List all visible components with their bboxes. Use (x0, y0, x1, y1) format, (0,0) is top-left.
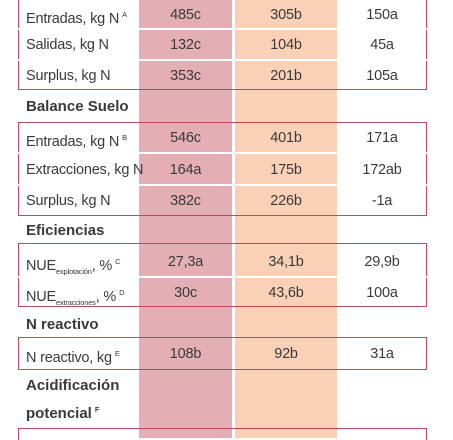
section-title: potencial F (26, 405, 100, 422)
value-cell-c: 45a (370, 37, 394, 53)
row-label: N reactivo, kg E (26, 349, 120, 366)
column-b-shading (235, 0, 337, 438)
acidificacion-box (18, 428, 427, 440)
value-cell-a: 164a (169, 162, 202, 178)
row-divider (18, 276, 427, 278)
balance-suelo-box (18, 122, 427, 216)
value-cell-a: 485c (170, 7, 201, 23)
value-cell-b: 43,6b (268, 285, 304, 301)
value-cell-c: 105a (366, 68, 398, 84)
section-title: Acidificación (26, 377, 120, 394)
section-title: Eficiencias (26, 222, 105, 239)
row-label: NUEexplotación, % C (26, 257, 121, 276)
row-divider (18, 59, 427, 61)
section-title: N reactivo (26, 316, 99, 333)
row-divider (18, 152, 427, 154)
value-cell-b: 34,1b (268, 254, 304, 270)
value-cell-a: 546c (170, 130, 201, 146)
value-cell-c: 100a (366, 285, 398, 301)
value-cell-b: 226b (270, 193, 302, 209)
row-label: NUEextracciones, % D (26, 288, 125, 307)
value-cell-b: 104b (270, 37, 302, 53)
value-cell-c: 150a (366, 7, 398, 23)
value-cell-a: 132c (170, 37, 201, 53)
value-cell-c: -1a (371, 193, 393, 209)
value-cell-a: 30c (174, 285, 197, 301)
value-cell-b: 175b (270, 162, 302, 178)
row-divider (18, 28, 427, 30)
value-cell-b: 401b (270, 130, 302, 146)
value-cell-a: 27,3a (167, 254, 204, 270)
value-cell-a: 353c (170, 68, 201, 84)
value-cell-b: 92b (274, 346, 298, 362)
value-cell-c: 29,9b (364, 254, 400, 270)
value-cell-c: 31a (370, 346, 394, 362)
eficiencias-box (18, 243, 427, 307)
column-a-shading (139, 0, 232, 438)
value-cell-b: 305b (270, 7, 302, 23)
row-label: Extracciones, kg N (26, 162, 144, 178)
group-top-box (18, 0, 427, 90)
value-cell-c: 171a (366, 130, 398, 146)
row-label: Surplus, kg N (26, 68, 111, 84)
n-reactivo-box (18, 337, 427, 370)
value-cell-c: 172ab (362, 162, 402, 178)
value-cell-a: 382c (170, 193, 201, 209)
value-cell-a: 108b (169, 346, 202, 362)
row-label: Surplus, kg N (26, 193, 111, 209)
value-cell-b: 201b (270, 68, 302, 84)
section-title: Balance Suelo (26, 98, 129, 115)
row-divider (18, 184, 427, 186)
row-label: Salidas, kg N (26, 37, 109, 53)
